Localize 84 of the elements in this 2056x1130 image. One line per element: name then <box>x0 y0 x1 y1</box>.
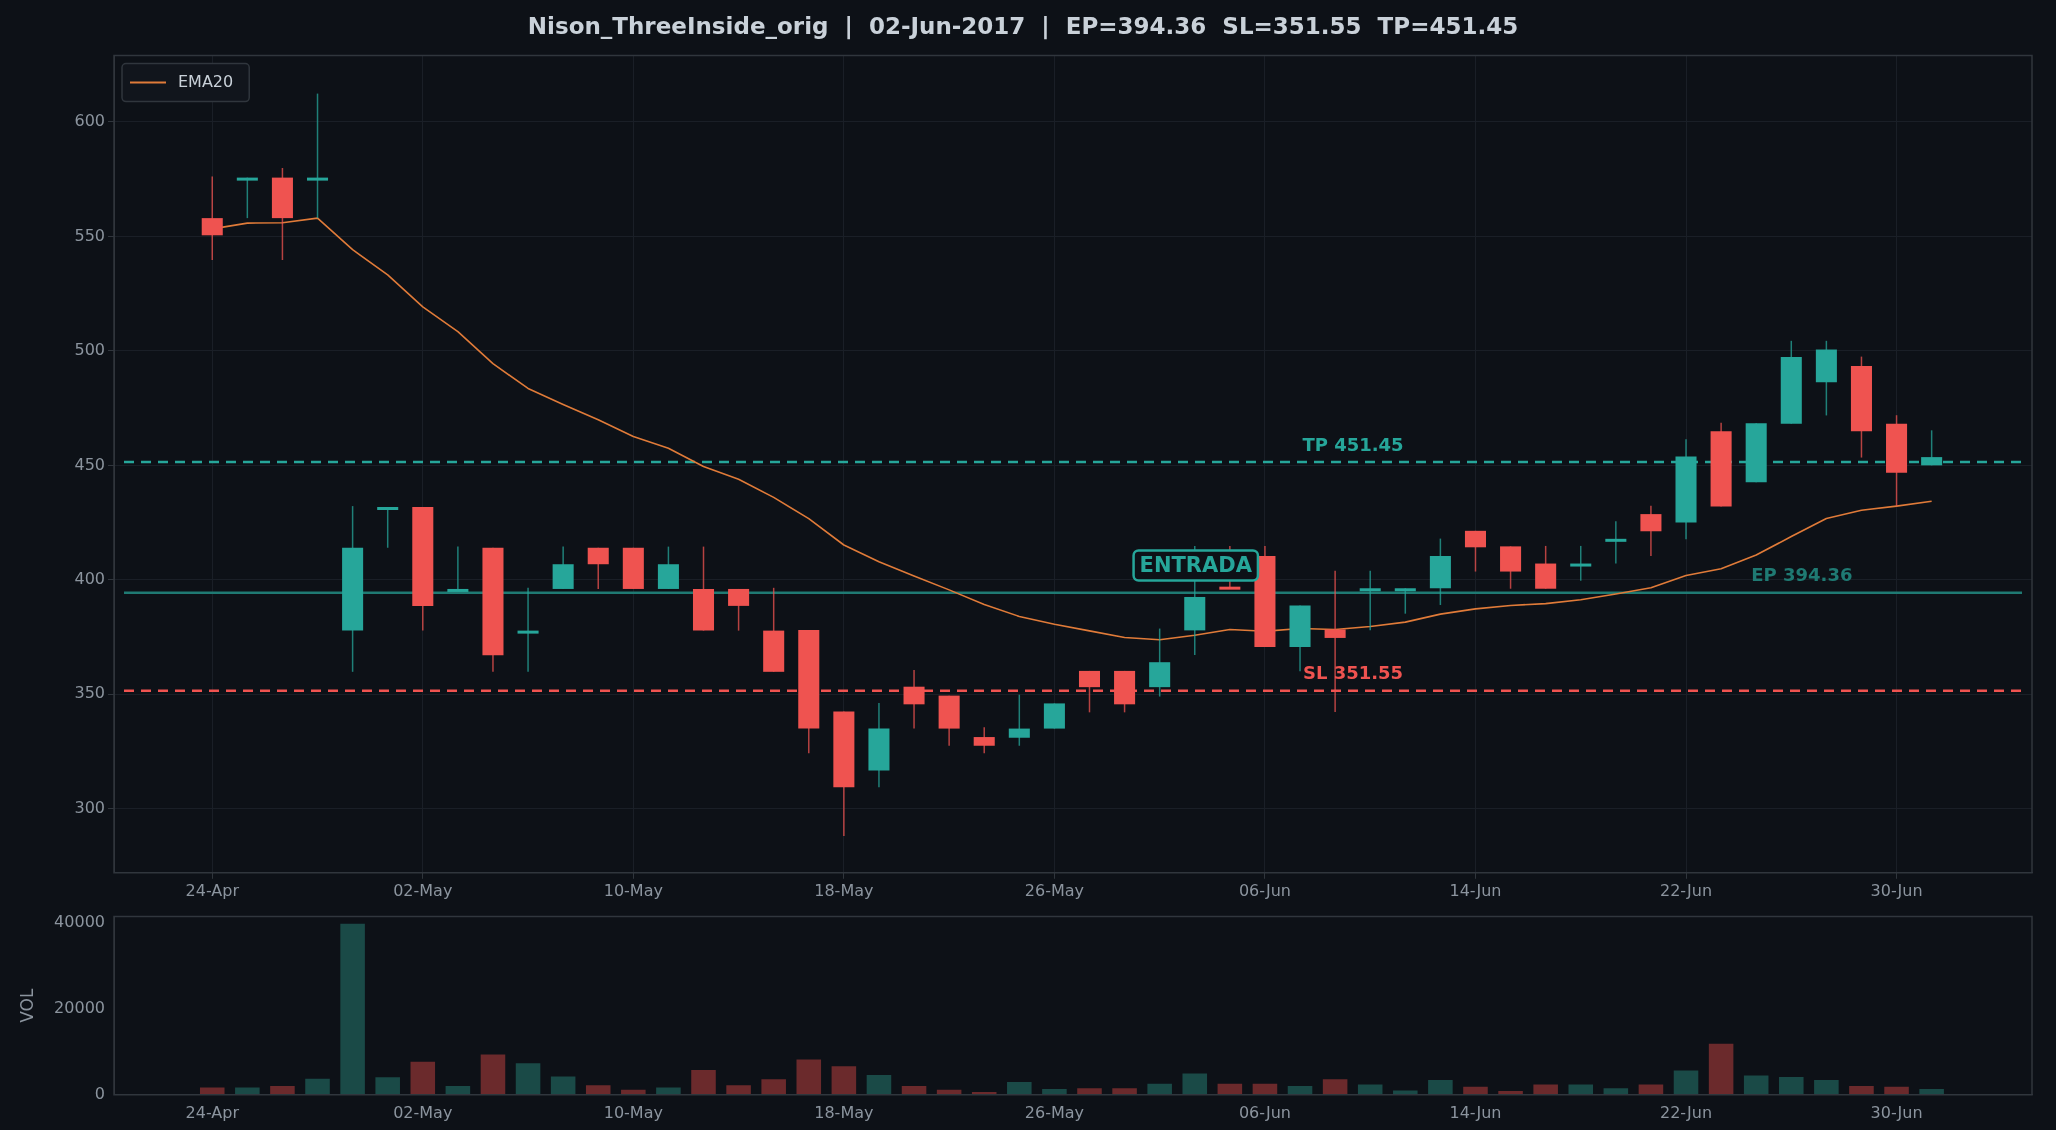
x-tick-label: 22-Jun <box>1660 1102 1713 1122</box>
bar <box>1814 1080 1839 1095</box>
bar <box>585 1085 611 1095</box>
bar <box>1673 1070 1699 1095</box>
candlestick <box>1078 670 1101 714</box>
bar <box>1849 1085 1874 1095</box>
y-tick-label: 600 <box>74 111 105 131</box>
chart-title: Nison_ThreeInside_orig | 02-Jun-2017 | EP=394.36 SL=351.55 TP=451.45 <box>527 12 1519 40</box>
bar <box>305 1078 330 1095</box>
annotation: ENTRADA <box>1139 552 1253 577</box>
y-tick-label: 550 <box>74 225 105 245</box>
bar <box>1779 1077 1804 1095</box>
x-tick-label: 22-Jun <box>1660 880 1713 900</box>
candlestick <box>236 176 258 219</box>
bar <box>1007 1081 1032 1095</box>
x-tick-label: 18-May <box>814 880 874 900</box>
x-tick-label: 26-May <box>1024 1102 1085 1122</box>
x-tick-label: 02-May <box>393 1102 453 1122</box>
candlestick <box>1008 693 1030 747</box>
candlestick <box>1570 545 1592 582</box>
candlestick <box>728 588 750 632</box>
candlestick <box>447 545 469 592</box>
bar <box>1533 1084 1558 1095</box>
y-tick-label: 300 <box>74 797 105 817</box>
y-tick-label: 40000 <box>54 912 105 932</box>
bar <box>550 1076 576 1095</box>
candlestick <box>587 547 609 590</box>
bar <box>796 1059 822 1095</box>
candlestick <box>377 506 399 549</box>
bar <box>480 1054 506 1095</box>
ref-line-label: TP 451.45 <box>1302 433 1404 455</box>
bar <box>1568 1084 1594 1095</box>
bar <box>1147 1083 1172 1095</box>
y-tick-label: 400 <box>74 568 105 588</box>
x-tick-label: 06-Jun <box>1238 1102 1291 1122</box>
ref-line-label: EP 394.36 <box>1751 564 1853 586</box>
bar <box>1428 1080 1453 1095</box>
bar <box>270 1086 295 1095</box>
candlestick <box>1605 520 1627 565</box>
bar <box>1638 1084 1664 1095</box>
bar <box>1357 1084 1383 1095</box>
bar <box>761 1079 786 1095</box>
x-tick-label: 14-Jun <box>1449 880 1502 900</box>
y-axis-title: VOL <box>16 988 37 1023</box>
bar <box>410 1061 436 1095</box>
x-tick-label: 10-May <box>603 1102 663 1122</box>
y-tick-label: 20000 <box>54 998 105 1018</box>
x-tick-label: 30-Jun <box>1870 880 1923 900</box>
y-tick-label: 0 <box>94 1083 105 1103</box>
x-tick-label: 30-Jun <box>1870 1102 1923 1122</box>
y-tick-label: 350 <box>74 683 105 703</box>
bar <box>831 1066 857 1095</box>
bar <box>375 1077 400 1095</box>
candlestick <box>1394 587 1416 615</box>
candlestick <box>1640 504 1662 557</box>
y-tick-label: 450 <box>74 454 105 474</box>
bar <box>1708 1043 1734 1095</box>
x-tick-label: 14-Jun <box>1449 1102 1502 1122</box>
bar <box>726 1085 751 1095</box>
x-tick-label: 26-May <box>1024 880 1085 900</box>
x-tick-label: 10-May <box>603 880 663 900</box>
candlestick <box>1359 569 1381 631</box>
x-tick-label: 18-May <box>814 1102 874 1122</box>
bar <box>1182 1073 1208 1095</box>
candlestick <box>201 175 223 261</box>
bar <box>1112 1088 1137 1095</box>
legend-label: EMA20 <box>178 71 234 91</box>
y-tick-label: 500 <box>74 340 105 360</box>
candlestick <box>1464 530 1487 573</box>
x-tick-label: 24-Apr <box>185 880 240 900</box>
bar <box>1077 1088 1102 1095</box>
x-tick-label: 06-Jun <box>1238 880 1291 900</box>
x-tick-label: 02-May <box>393 880 453 900</box>
bar <box>691 1069 716 1095</box>
candlestick <box>517 587 539 673</box>
x-tick-label: 24-Apr <box>185 1102 240 1122</box>
bar <box>1322 1079 1348 1095</box>
candlestick <box>973 726 995 755</box>
bar <box>515 1063 541 1095</box>
bar <box>866 1075 892 1095</box>
candlestick <box>306 92 329 219</box>
bar <box>340 923 365 1095</box>
bar <box>1743 1075 1769 1095</box>
bar <box>1393 1090 1418 1095</box>
